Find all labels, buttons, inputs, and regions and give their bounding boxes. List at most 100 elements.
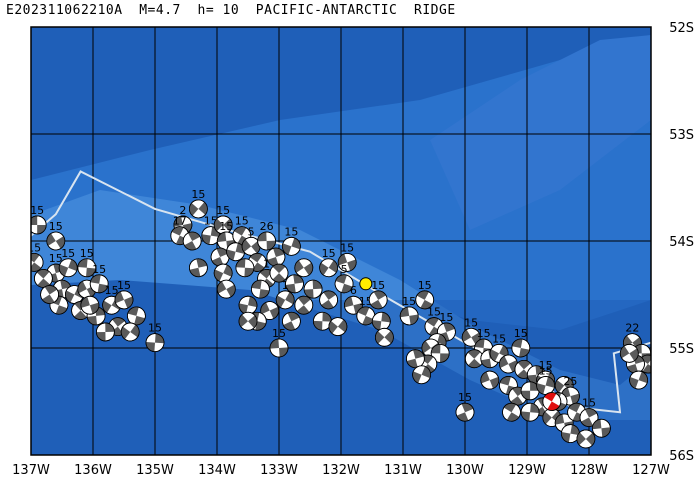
depth-label: 22 — [625, 322, 639, 335]
depth-label: 15 — [30, 204, 44, 217]
focal-mechanism — [238, 311, 258, 331]
focal-mechanism — [464, 349, 484, 369]
lon-tick-label: 134W — [198, 463, 236, 478]
graticule — [31, 27, 651, 455]
depth-label: 15 — [464, 316, 478, 329]
depth-label: 15 — [105, 284, 119, 297]
depth-label: 15 — [477, 327, 491, 340]
focal-mechanism — [281, 236, 301, 256]
focal-mechanism — [368, 290, 388, 310]
focal-mechanism — [266, 247, 286, 267]
depth-label: 2 — [179, 204, 186, 217]
depth-label: 15 — [235, 215, 249, 228]
depth-label: 15 — [191, 188, 205, 201]
depth-label: 15 — [492, 332, 506, 345]
lat-tick-label: 55S — [669, 342, 694, 357]
lon-tick-label: 133W — [260, 463, 298, 478]
focal-mechanism — [294, 258, 314, 278]
focal-mechanism — [337, 252, 357, 272]
focal-mechanism — [216, 279, 236, 299]
lat-tick-label: 53S — [669, 128, 694, 143]
focal-mechanism — [77, 258, 97, 278]
focal-mechanism — [303, 279, 323, 299]
focal-mechanism — [415, 290, 435, 310]
focal-mechanism — [188, 258, 208, 278]
focal-mechanism — [312, 311, 332, 331]
focal-mechanism — [213, 263, 233, 283]
focal-mechanism — [120, 322, 140, 342]
lon-tick-label: 135W — [136, 463, 174, 478]
depth-label: 15 — [49, 220, 63, 233]
focal-mechanism — [89, 274, 109, 294]
lon-tick-label: 131W — [384, 463, 422, 478]
depth-label: 15 — [539, 359, 553, 372]
focal-mechanism — [58, 258, 78, 278]
depth-label: 1 — [282, 279, 289, 292]
axis-ticks: 137W 136W 135W 134W 133W 132W 131W 130W 129W 128W… — [12, 21, 694, 478]
depth-label: 15 — [402, 295, 416, 308]
depth-label: 15 — [80, 247, 94, 260]
focal-mechanism — [480, 370, 500, 390]
focal-mechanism — [275, 290, 295, 310]
depth-label: 15 — [582, 397, 596, 410]
focal-mechanism — [520, 402, 540, 422]
focal-mechanism — [281, 311, 301, 331]
target-focal-mechanism — [542, 392, 562, 411]
focal-mechanism — [96, 322, 115, 342]
focal-mechanism — [629, 370, 648, 390]
focal-mechanism — [334, 274, 354, 294]
depth-label: 15 — [439, 311, 453, 324]
lon-tick-label: 129W — [508, 463, 546, 478]
focal-mechanism — [285, 274, 304, 294]
depth-label: 15 — [117, 279, 131, 292]
focal-mechanism — [374, 327, 394, 347]
depth-label: 17 — [173, 215, 187, 228]
focal-mechanism — [34, 269, 53, 288]
focal-mechanism — [405, 349, 425, 369]
focal-mechanism — [46, 231, 66, 251]
focal-mechanism — [619, 343, 639, 363]
depth-label: 15 — [216, 204, 230, 217]
depth-label: 6 — [350, 284, 357, 297]
depth-label: 15 — [418, 279, 432, 292]
depth-label: 15 — [371, 279, 385, 292]
epicenter-star — [359, 277, 373, 291]
focal-mechanism — [235, 258, 255, 278]
map-frame — [30, 26, 652, 456]
focal-mechanism — [210, 247, 230, 267]
lat-tick-label: 52S — [669, 21, 694, 36]
depth-label: 15 — [427, 306, 441, 319]
depth-label: 15 — [92, 263, 106, 276]
depth-label: 15 — [272, 327, 286, 340]
focal-mechanism — [213, 215, 233, 235]
depth-label: 15 — [514, 327, 528, 340]
lon-tick-label: 127W — [632, 463, 670, 478]
focal-mechanism — [257, 231, 277, 251]
focal-mechanism — [31, 215, 47, 235]
plate-boundary — [31, 170, 651, 414]
focal-mechanism — [579, 408, 599, 427]
focal-mechanism — [412, 365, 432, 385]
focal-mechanism — [145, 333, 165, 353]
depth-label: 5 — [341, 263, 348, 276]
depth-label: 15 — [219, 220, 233, 233]
depth-label: 5 — [248, 225, 255, 238]
lon-tick-label: 132W — [322, 463, 360, 478]
focal-mechanism — [31, 252, 44, 272]
lat-tick-label: 56S — [669, 449, 694, 464]
lon-tick-label: 128W — [570, 463, 608, 478]
focal-mechanism — [455, 402, 475, 422]
focal-mechanism — [126, 306, 146, 326]
depth-label: 15 — [340, 241, 354, 254]
focal-mechanism — [430, 343, 450, 363]
lon-tick-label: 130W — [446, 463, 484, 478]
lon-tick-label: 137W — [12, 463, 50, 478]
focal-mechanism — [114, 290, 134, 310]
focal-mechanism — [319, 258, 339, 278]
depth-label: 26 — [260, 220, 274, 233]
focal-mechanism — [250, 279, 270, 299]
depth-label: 15 — [284, 225, 298, 238]
depth-label: 25 — [563, 375, 577, 388]
